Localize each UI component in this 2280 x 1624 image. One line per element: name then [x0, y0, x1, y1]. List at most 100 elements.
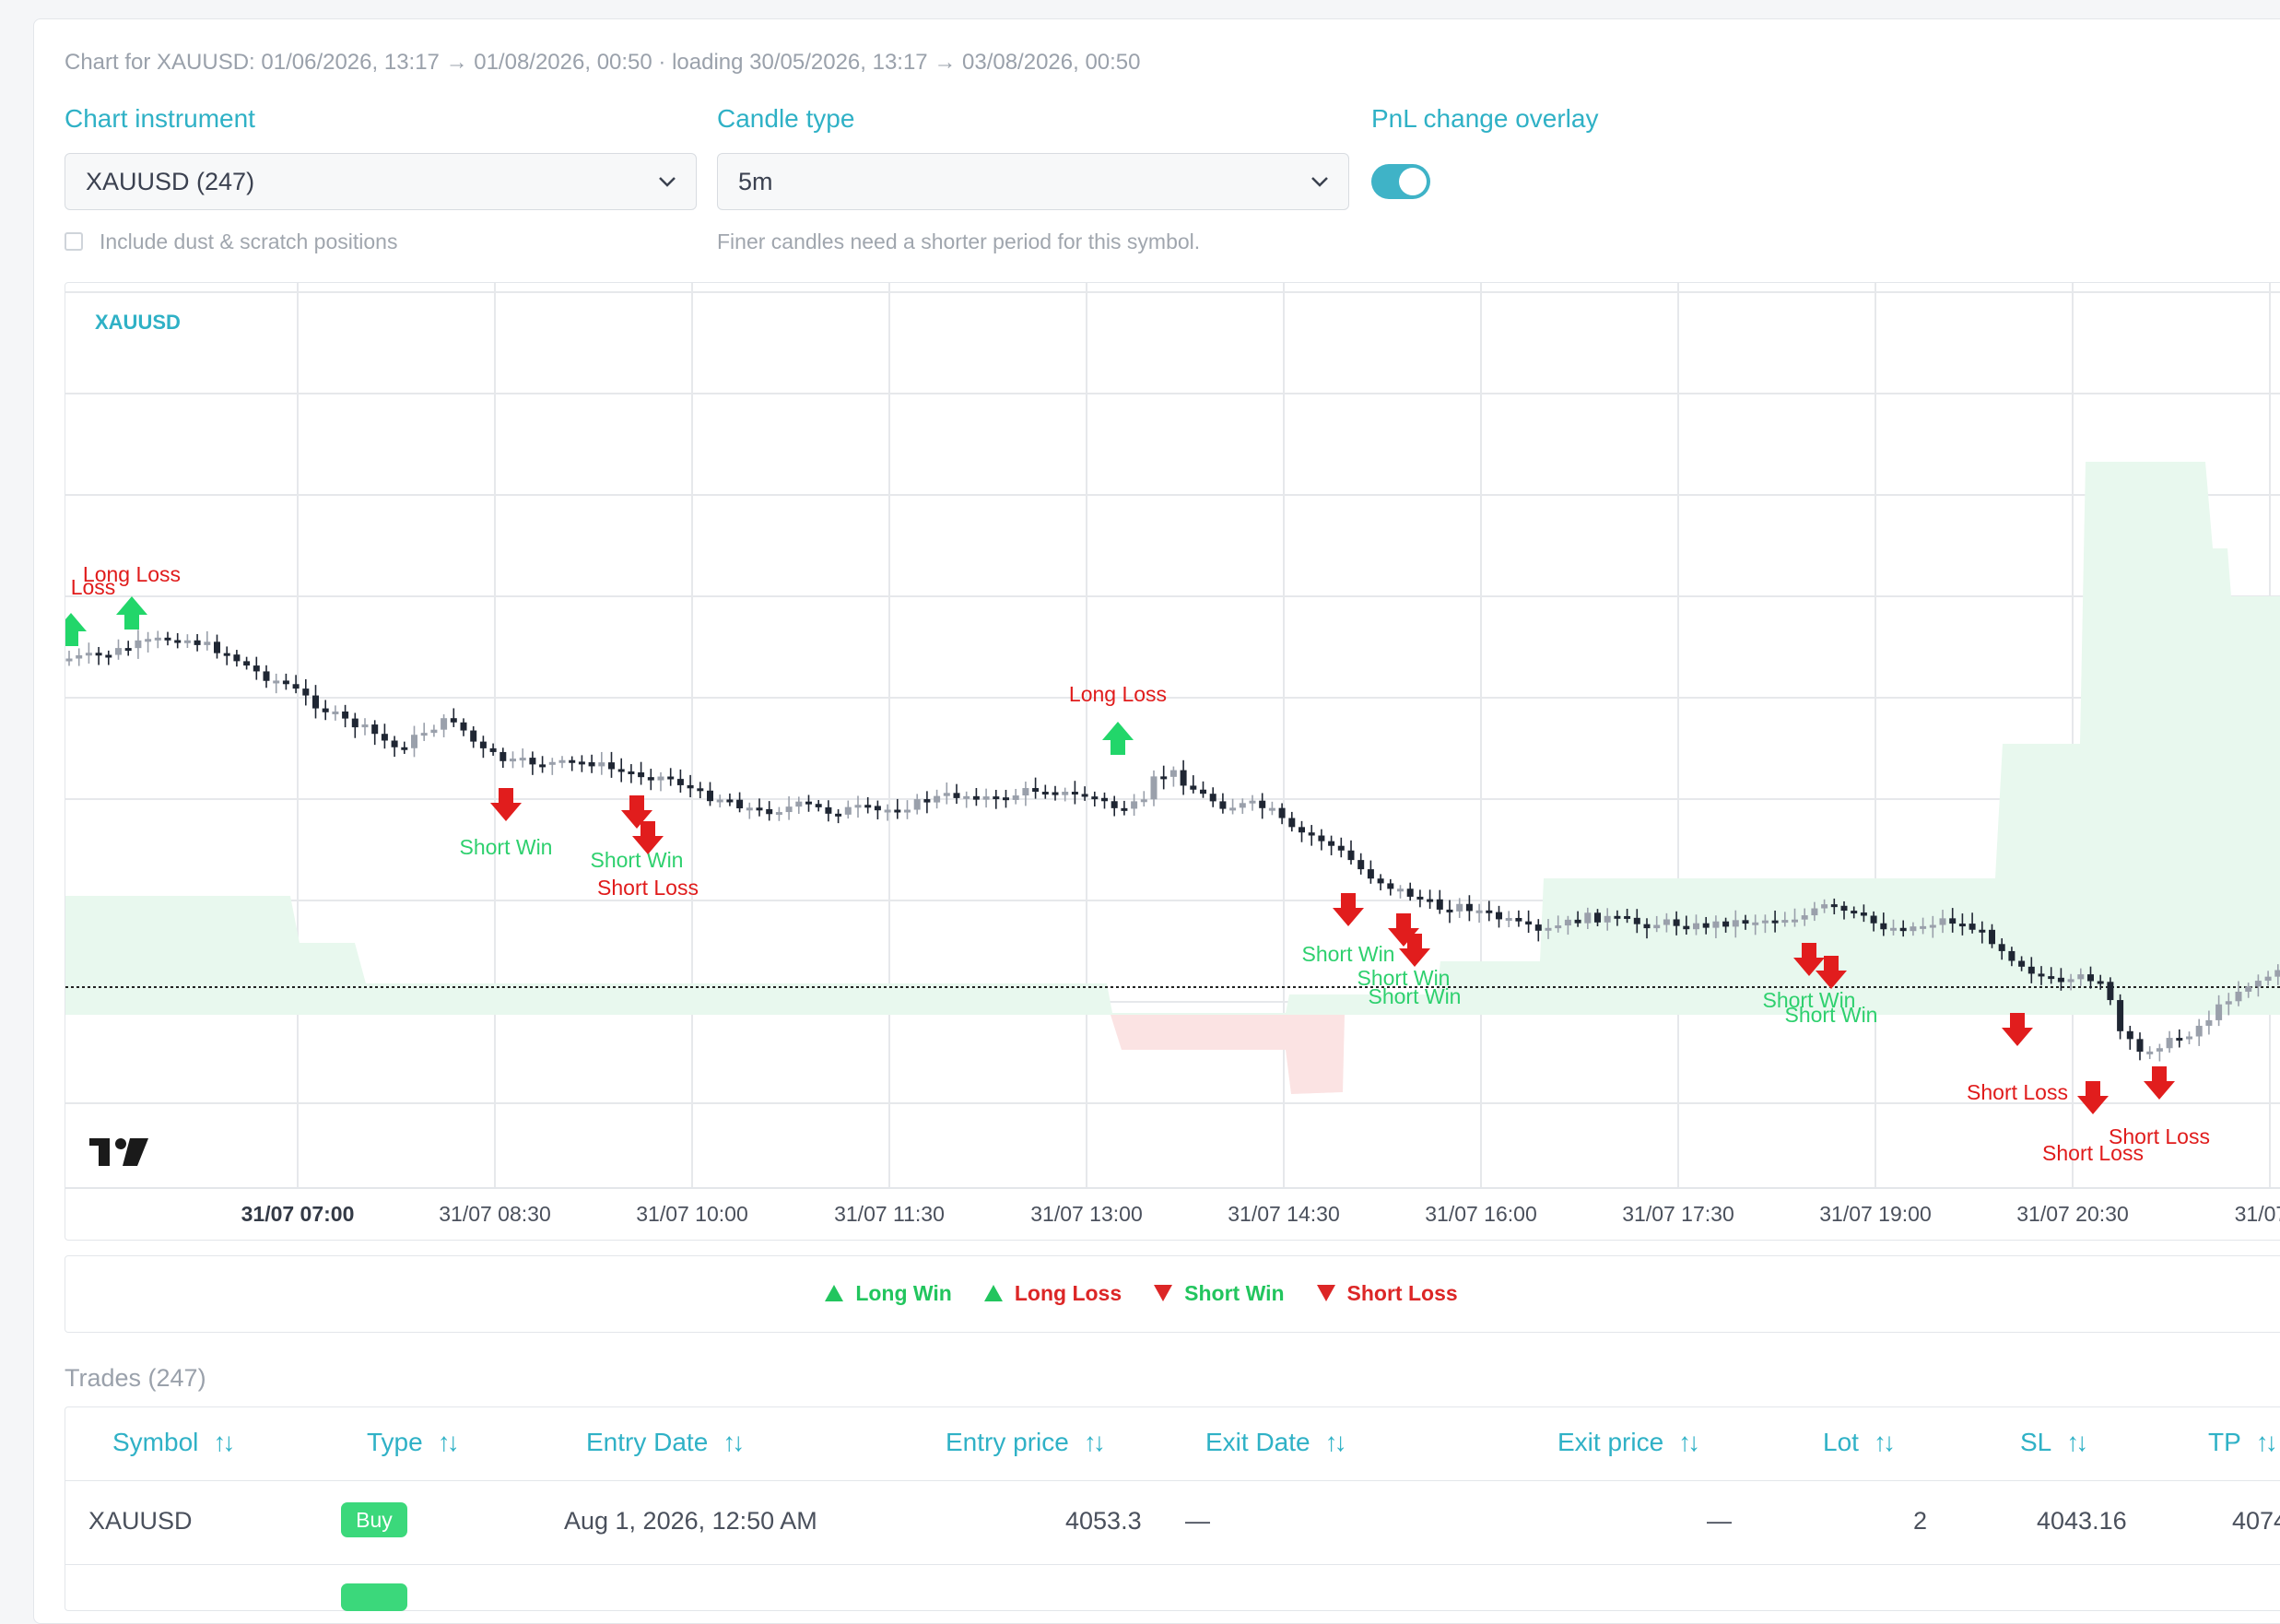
trade-marker-label: Short Loss	[1967, 1080, 2068, 1104]
candle-body	[174, 641, 181, 643]
column-header-label: Lot	[1823, 1428, 1859, 1457]
column-header-exit-price[interactable]: Exit price↑↓	[1557, 1428, 1697, 1457]
candle-body	[1496, 912, 1502, 920]
candle-body	[993, 796, 999, 799]
time-tick-label: 31/07 2	[2235, 1202, 2280, 1226]
candle-body	[1111, 801, 1118, 808]
candle-body	[302, 688, 309, 695]
candle-body	[2255, 981, 2262, 986]
candle-body	[1712, 922, 1719, 928]
trade-marker-short-win[interactable]: Short Win	[591, 795, 684, 872]
trade-marker-long-loss[interactable]: Long Loss	[1069, 682, 1167, 755]
candle-body	[2146, 1052, 2153, 1054]
candle-body	[1930, 925, 1936, 928]
candle-body	[2236, 992, 2242, 1001]
candle-body	[1959, 924, 1966, 926]
instrument-select-value: XAUUSD (247)	[86, 168, 254, 195]
time-tick-label: 31/07 08:30	[439, 1202, 551, 1226]
candle-body	[805, 802, 812, 805]
cell-tp: 4074	[2232, 1507, 2280, 1536]
candle-body	[1584, 912, 1591, 923]
candle-hint: Finer candles need a shorter period for …	[717, 229, 1200, 254]
pnl-overlay-toggle[interactable]	[1371, 164, 1430, 199]
candle-body	[2245, 986, 2251, 992]
candle-body	[1663, 919, 1670, 924]
candle-body	[499, 752, 506, 761]
column-header-exit-date[interactable]: Exit Date↑↓	[1205, 1428, 1344, 1457]
legend-label: Long Win	[855, 1281, 952, 1306]
candle-body	[105, 654, 112, 657]
candle-body	[264, 671, 270, 680]
candle-body	[608, 762, 615, 769]
chart-range-info: Chart for XAUUSD: 01/06/2026, 13:17 → 01…	[65, 50, 1141, 76]
candle-body	[1722, 922, 1729, 927]
column-header-type[interactable]: Type↑↓	[367, 1428, 456, 1457]
candle-body	[323, 709, 329, 712]
candle-body	[1614, 916, 1620, 919]
pnl-positive-area	[65, 462, 2280, 1015]
triangle-down-icon	[1316, 1284, 1336, 1302]
column-header-entry-price[interactable]: Entry price↑↓	[946, 1428, 1102, 1457]
triangle-down-icon	[1153, 1284, 1173, 1302]
candle-body	[1772, 921, 1779, 924]
column-header-sl[interactable]: SL↑↓	[2020, 1428, 2085, 1457]
candle-body	[332, 712, 338, 714]
dust-checkbox[interactable]	[65, 232, 83, 251]
candle-body	[1900, 928, 1907, 931]
candle-body	[1269, 808, 1275, 811]
arrow-down-icon	[2077, 1081, 2109, 1114]
candle-body	[549, 762, 556, 765]
column-header-label: Symbol	[112, 1428, 198, 1457]
candle-type-select[interactable]: 5m	[717, 153, 1349, 210]
candle-body	[1486, 911, 1492, 913]
trade-marker-short-loss[interactable]: Short Loss	[2109, 1066, 2210, 1148]
candle-body	[1229, 807, 1236, 810]
candle-body	[1781, 920, 1788, 923]
candle-body	[1674, 919, 1680, 925]
legend-item: Long Loss	[983, 1281, 1122, 1306]
candle-body	[461, 723, 467, 731]
column-header-symbol[interactable]: Symbol↑↓	[112, 1428, 231, 1457]
sort-icon: ↑↓	[1325, 1428, 1344, 1457]
candle-body	[963, 796, 970, 799]
triangle-up-icon	[824, 1284, 844, 1302]
candle-body	[983, 796, 990, 800]
candle-body	[2028, 967, 2035, 974]
pnl-negative-area	[1111, 1015, 1345, 1094]
trade-marker-label: Short Win	[1302, 942, 1395, 966]
candle-body	[766, 809, 772, 814]
candle-body	[411, 735, 417, 748]
instrument-select[interactable]: XAUUSD (247)	[65, 153, 697, 210]
candle-body	[204, 641, 210, 645]
cell-symbol: XAUUSD	[88, 1507, 193, 1536]
candle-body	[371, 724, 378, 734]
time-tick-label: 31/07 17:30	[1622, 1202, 1734, 1226]
candle-body	[362, 724, 369, 727]
column-header-lot[interactable]: Lot↑↓	[1823, 1428, 1892, 1457]
candle-body	[717, 799, 723, 802]
column-header-tp[interactable]: TP↑↓	[2208, 1428, 2274, 1457]
candle-type-select-value: 5m	[738, 168, 773, 195]
candle-body	[1072, 792, 1078, 794]
candle-body	[1437, 900, 1443, 910]
trade-marker-short-win[interactable]: Short Win	[1302, 893, 1395, 966]
candle-body	[115, 648, 122, 654]
column-header-entry-date[interactable]: Entry Date↑↓	[586, 1428, 741, 1457]
candle-body	[421, 733, 428, 736]
candle-body	[559, 760, 566, 763]
trade-marker-short-loss[interactable]: Short Loss	[1967, 1013, 2068, 1104]
candle-body	[2274, 971, 2280, 977]
candle-body	[825, 807, 831, 814]
trade-marker-label: Short Win	[1369, 984, 1462, 1008]
candle-body	[757, 807, 763, 810]
row-divider	[65, 1564, 2280, 1565]
chevron-down-icon	[1310, 154, 1330, 229]
candle-body	[2226, 1001, 2232, 1004]
candle-body	[1456, 904, 1463, 912]
candle-body	[923, 799, 930, 803]
candle-body	[1170, 771, 1177, 777]
sort-icon: ↑↓	[2066, 1428, 2085, 1457]
